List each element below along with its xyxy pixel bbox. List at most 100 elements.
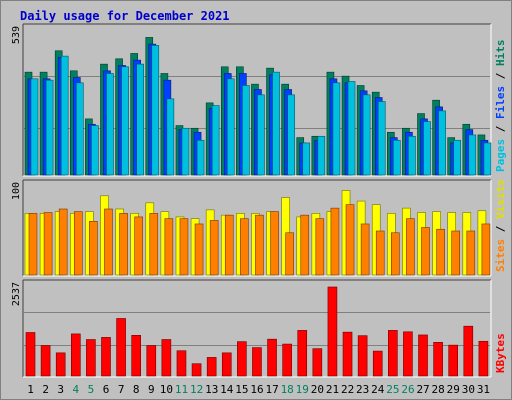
bar-pages-day-25	[393, 139, 401, 176]
bar-sites-day-3	[58, 208, 68, 276]
x-tick-label: 31	[477, 383, 490, 396]
bar-kbytes-day-14	[221, 352, 232, 377]
x-tick-label: 8	[133, 383, 140, 396]
x-tick-label: 11	[175, 383, 188, 396]
bar-sites-day-15	[240, 218, 249, 276]
bar-pages-day-22	[347, 81, 356, 176]
bar-kbytes-day-10	[161, 339, 172, 377]
bar-sites-day-21	[330, 207, 340, 276]
x-tick-label: 26	[401, 383, 414, 396]
bar-kbytes-day-27	[418, 334, 428, 377]
bar-kbytes-day-9	[146, 345, 157, 377]
x-tick-label: 12	[190, 383, 203, 396]
bar-pages-day-5	[91, 125, 99, 176]
bar-sites-day-22	[345, 204, 355, 276]
bar-pages-day-8	[136, 63, 144, 176]
bar-kbytes-day-16	[252, 347, 262, 377]
bar-pages-day-26	[408, 135, 416, 176]
bar-kbytes-day-22	[342, 331, 353, 377]
x-tick-label: 20	[311, 383, 324, 396]
bar-kbytes-day-24	[372, 350, 383, 377]
bar-pages-day-7	[121, 66, 129, 176]
bar-kbytes-day-4	[70, 333, 81, 377]
bar-sites-day-10	[164, 218, 174, 276]
y-max-label: 100	[11, 182, 22, 200]
bar-kbytes-day-31	[478, 340, 489, 377]
bar-kbytes-day-3	[55, 352, 66, 377]
axis-label-part: KBytes	[494, 333, 507, 373]
panel-kbytes: 2537 KBytes	[11, 279, 507, 378]
bar-kbytes-day-5	[86, 339, 96, 377]
bar-sites-day-13	[209, 220, 219, 276]
bar-sites-day-26	[406, 218, 415, 276]
x-tick-label: 7	[118, 383, 125, 396]
x-tick-label: 16	[250, 383, 263, 396]
axis-label-part: Sites	[494, 239, 507, 272]
bar-pages-day-13	[211, 105, 220, 176]
axis-label-part: Hits	[494, 40, 507, 67]
bar-sites-day-7	[119, 213, 128, 276]
bar-pages-day-30	[468, 134, 477, 176]
bar-sites-day-29	[451, 230, 461, 276]
bar-sites-day-8	[134, 216, 143, 276]
bar-kbytes-day-28	[433, 342, 443, 377]
bar-pages-day-9	[151, 45, 160, 176]
bar-pages-day-6	[106, 73, 114, 176]
bar-kbytes-day-12	[191, 363, 202, 377]
bar-sites-day-12	[194, 223, 204, 276]
x-tick-label: 29	[447, 383, 460, 396]
bar-pages-day-3	[60, 55, 69, 176]
x-tick-label: 28	[432, 383, 445, 396]
x-tick-label: 24	[371, 383, 385, 396]
x-tick-label: 6	[103, 383, 110, 396]
axis-label: Pages / Files / Hits	[494, 40, 507, 173]
bar-kbytes-day-1	[25, 332, 36, 377]
bar-kbytes-day-11	[176, 350, 187, 377]
x-tick-label: 17	[265, 383, 278, 396]
bar-sites-day-6	[104, 208, 113, 276]
bar-sites-day-19	[300, 214, 310, 276]
chart-title: Daily usage for December 2021	[20, 9, 230, 23]
bar-kbytes-day-7	[116, 318, 126, 377]
x-tick-label: 18	[281, 383, 294, 396]
bar-sites-day-23	[360, 223, 370, 276]
bar-pages-day-27	[423, 121, 431, 176]
bar-pages-day-29	[453, 139, 462, 176]
bar-pages-day-20	[317, 135, 326, 176]
bar-sites-day-20	[315, 218, 325, 276]
bar-sites-day-4	[73, 211, 83, 276]
bar-pages-day-21	[332, 82, 341, 176]
bar-sites-day-25	[391, 232, 400, 276]
bar-kbytes-day-23	[357, 335, 368, 377]
bar-pages-day-2	[45, 79, 54, 176]
x-tick-label: 14	[220, 383, 234, 396]
x-tick-label: 27	[416, 383, 429, 396]
axis-label-part: Pages	[494, 139, 507, 172]
x-tick-label: 25	[386, 383, 399, 396]
bar-pages-day-23	[362, 94, 371, 176]
bar-sites-day-27	[421, 227, 430, 276]
bar-kbytes-day-30	[463, 325, 474, 377]
x-tick-label: 19	[296, 383, 309, 396]
bar-pages-day-24	[377, 101, 386, 176]
bar-pages-day-28	[438, 110, 446, 176]
x-tick-label: 9	[148, 383, 155, 396]
bar-pages-day-31	[483, 142, 492, 176]
bar-sites-day-16	[255, 214, 264, 276]
x-tick-label: 21	[326, 383, 339, 396]
axis-label: KBytes	[494, 333, 507, 373]
bar-kbytes-day-13	[206, 357, 217, 377]
bar-sites-day-2	[43, 212, 53, 276]
bar-kbytes-day-25	[388, 330, 398, 377]
bar-kbytes-day-29	[448, 344, 459, 377]
bar-sites-day-14	[224, 214, 234, 276]
bar-kbytes-day-17	[267, 338, 277, 377]
x-tick-label: 30	[462, 383, 475, 396]
x-tick-label: 4	[73, 383, 80, 396]
y-max-label: 539	[11, 26, 22, 44]
bar-sites-day-30	[466, 230, 476, 276]
bar-pages-day-11	[181, 127, 190, 176]
bar-kbytes-day-19	[297, 330, 308, 377]
x-tick-label: 1	[27, 383, 34, 396]
bar-kbytes-day-8	[131, 335, 141, 377]
